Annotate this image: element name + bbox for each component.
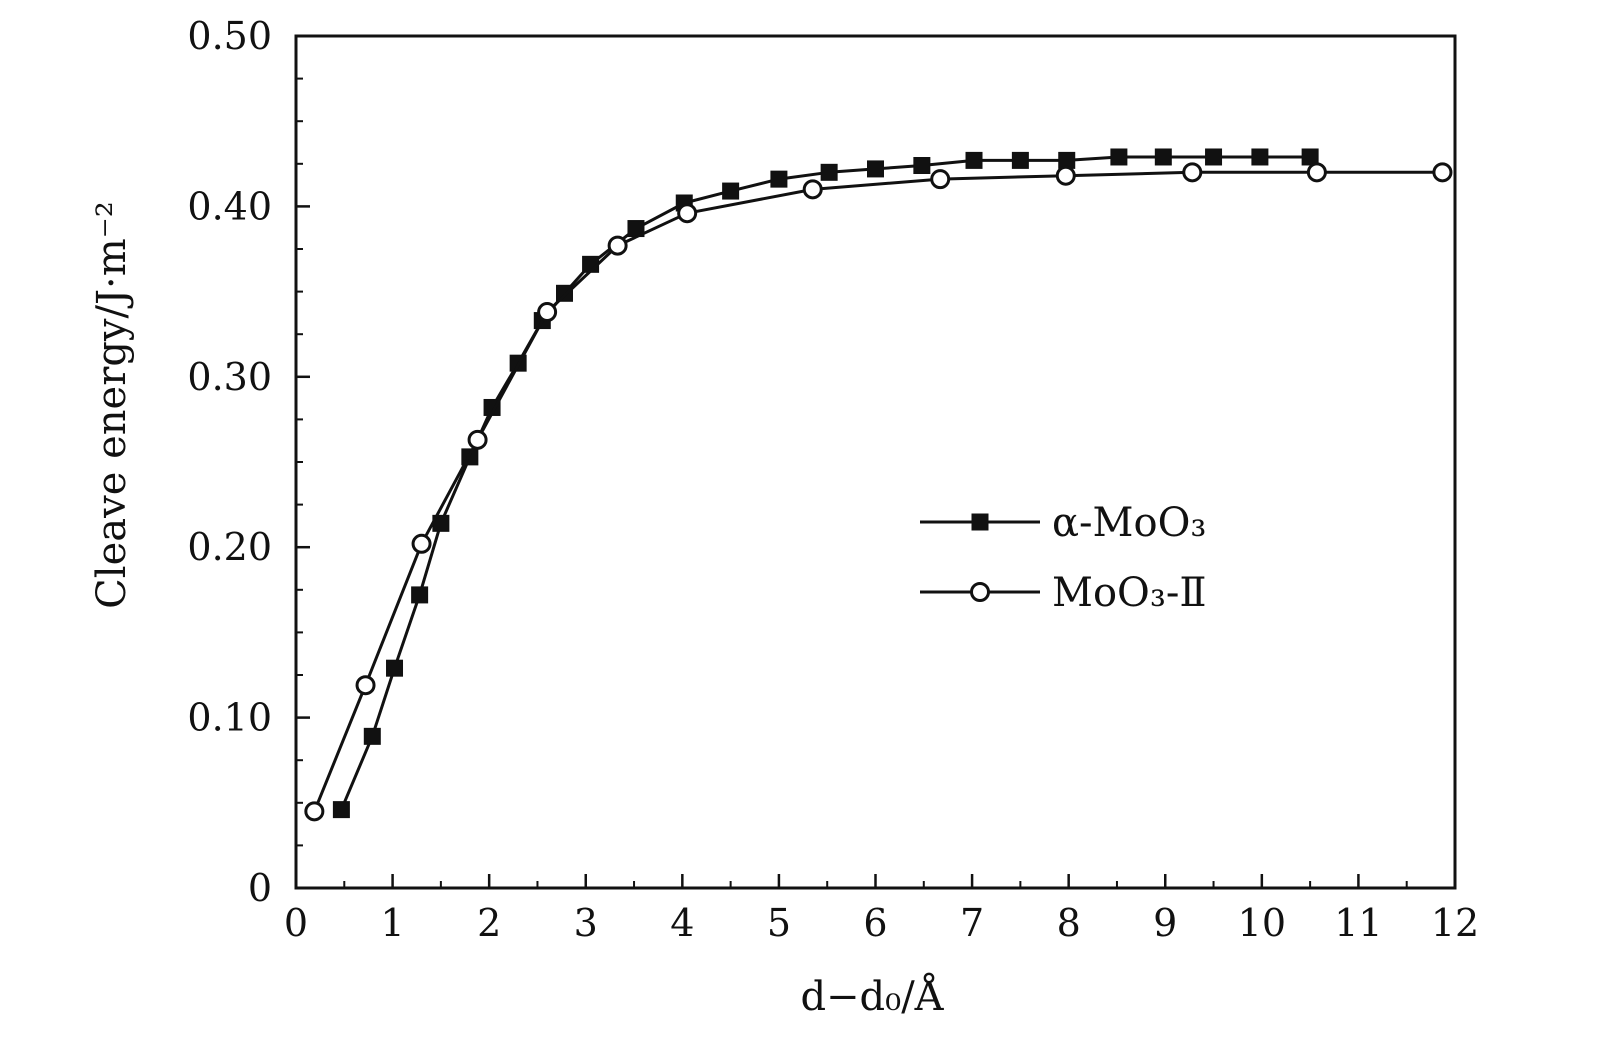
data-point — [1432, 162, 1453, 183]
data-point — [411, 533, 432, 554]
x-tick-label: 9 — [1153, 901, 1177, 945]
x-tick-label: 5 — [767, 901, 791, 945]
data-point — [1182, 162, 1203, 183]
data-point — [802, 179, 823, 200]
plot-frame — [294, 34, 1457, 890]
x-tick-label: 10 — [1238, 901, 1286, 945]
data-point — [332, 801, 350, 819]
data-point — [820, 163, 838, 181]
data-point — [467, 429, 488, 450]
x-tick-label: 0 — [284, 901, 308, 945]
legend-label: α-MoO₃ — [1052, 500, 1206, 546]
data-point — [1154, 148, 1172, 166]
legend-label: MoO₃-Ⅱ — [1052, 570, 1207, 616]
data-point — [607, 235, 628, 256]
data-point — [1306, 162, 1327, 183]
data-point — [770, 170, 788, 188]
y-axis-title: Cleave energy/J·m⁻² — [89, 201, 135, 609]
x-axis-title: d−d₀/Å — [800, 973, 944, 1020]
x-tick-label: 1 — [380, 901, 404, 945]
y-tick-label: 0 — [248, 866, 272, 910]
data-point — [411, 586, 429, 604]
data-point — [1205, 148, 1223, 166]
y-tick-label: 0.30 — [187, 355, 272, 399]
legend-marker — [971, 513, 989, 531]
x-tick-label: 8 — [1057, 901, 1081, 945]
x-tick-label: 12 — [1431, 901, 1479, 945]
data-point — [386, 659, 404, 677]
y-tick-label: 0.20 — [187, 525, 272, 569]
legend-item: α-MoO₃ — [920, 500, 1206, 546]
y-tick-label: 0.50 — [187, 14, 272, 58]
data-point — [355, 675, 376, 696]
x-tick-label: 6 — [863, 901, 887, 945]
data-point — [913, 157, 931, 175]
data-point — [677, 203, 698, 224]
legend: α-MoO₃ MoO₃-Ⅱ — [920, 500, 1207, 616]
data-point — [867, 160, 884, 178]
legend-marker — [970, 582, 990, 602]
data-point — [1011, 151, 1029, 169]
data-point — [722, 182, 740, 200]
x-tick-label: 4 — [670, 901, 694, 945]
data-point — [1055, 165, 1076, 186]
data-point — [930, 169, 951, 190]
x-tick-label: 2 — [477, 901, 501, 945]
x-tick-label: 7 — [960, 901, 984, 945]
data-point — [965, 151, 983, 169]
data-point — [304, 801, 325, 822]
data-point — [556, 284, 574, 302]
series-layer — [304, 148, 1453, 822]
y-tick-label: 0.10 — [187, 696, 272, 740]
data-point — [537, 302, 558, 323]
y-tick-label: 0.40 — [187, 184, 272, 228]
x-tick-label: 11 — [1334, 901, 1382, 945]
x-tick-label: 3 — [574, 901, 598, 945]
data-point — [1110, 148, 1128, 166]
series-line — [340, 155, 1311, 811]
legend-item: MoO₃-Ⅱ — [920, 570, 1207, 616]
data-point — [363, 727, 381, 745]
data-point — [1251, 148, 1269, 166]
series-1 — [304, 162, 1453, 822]
